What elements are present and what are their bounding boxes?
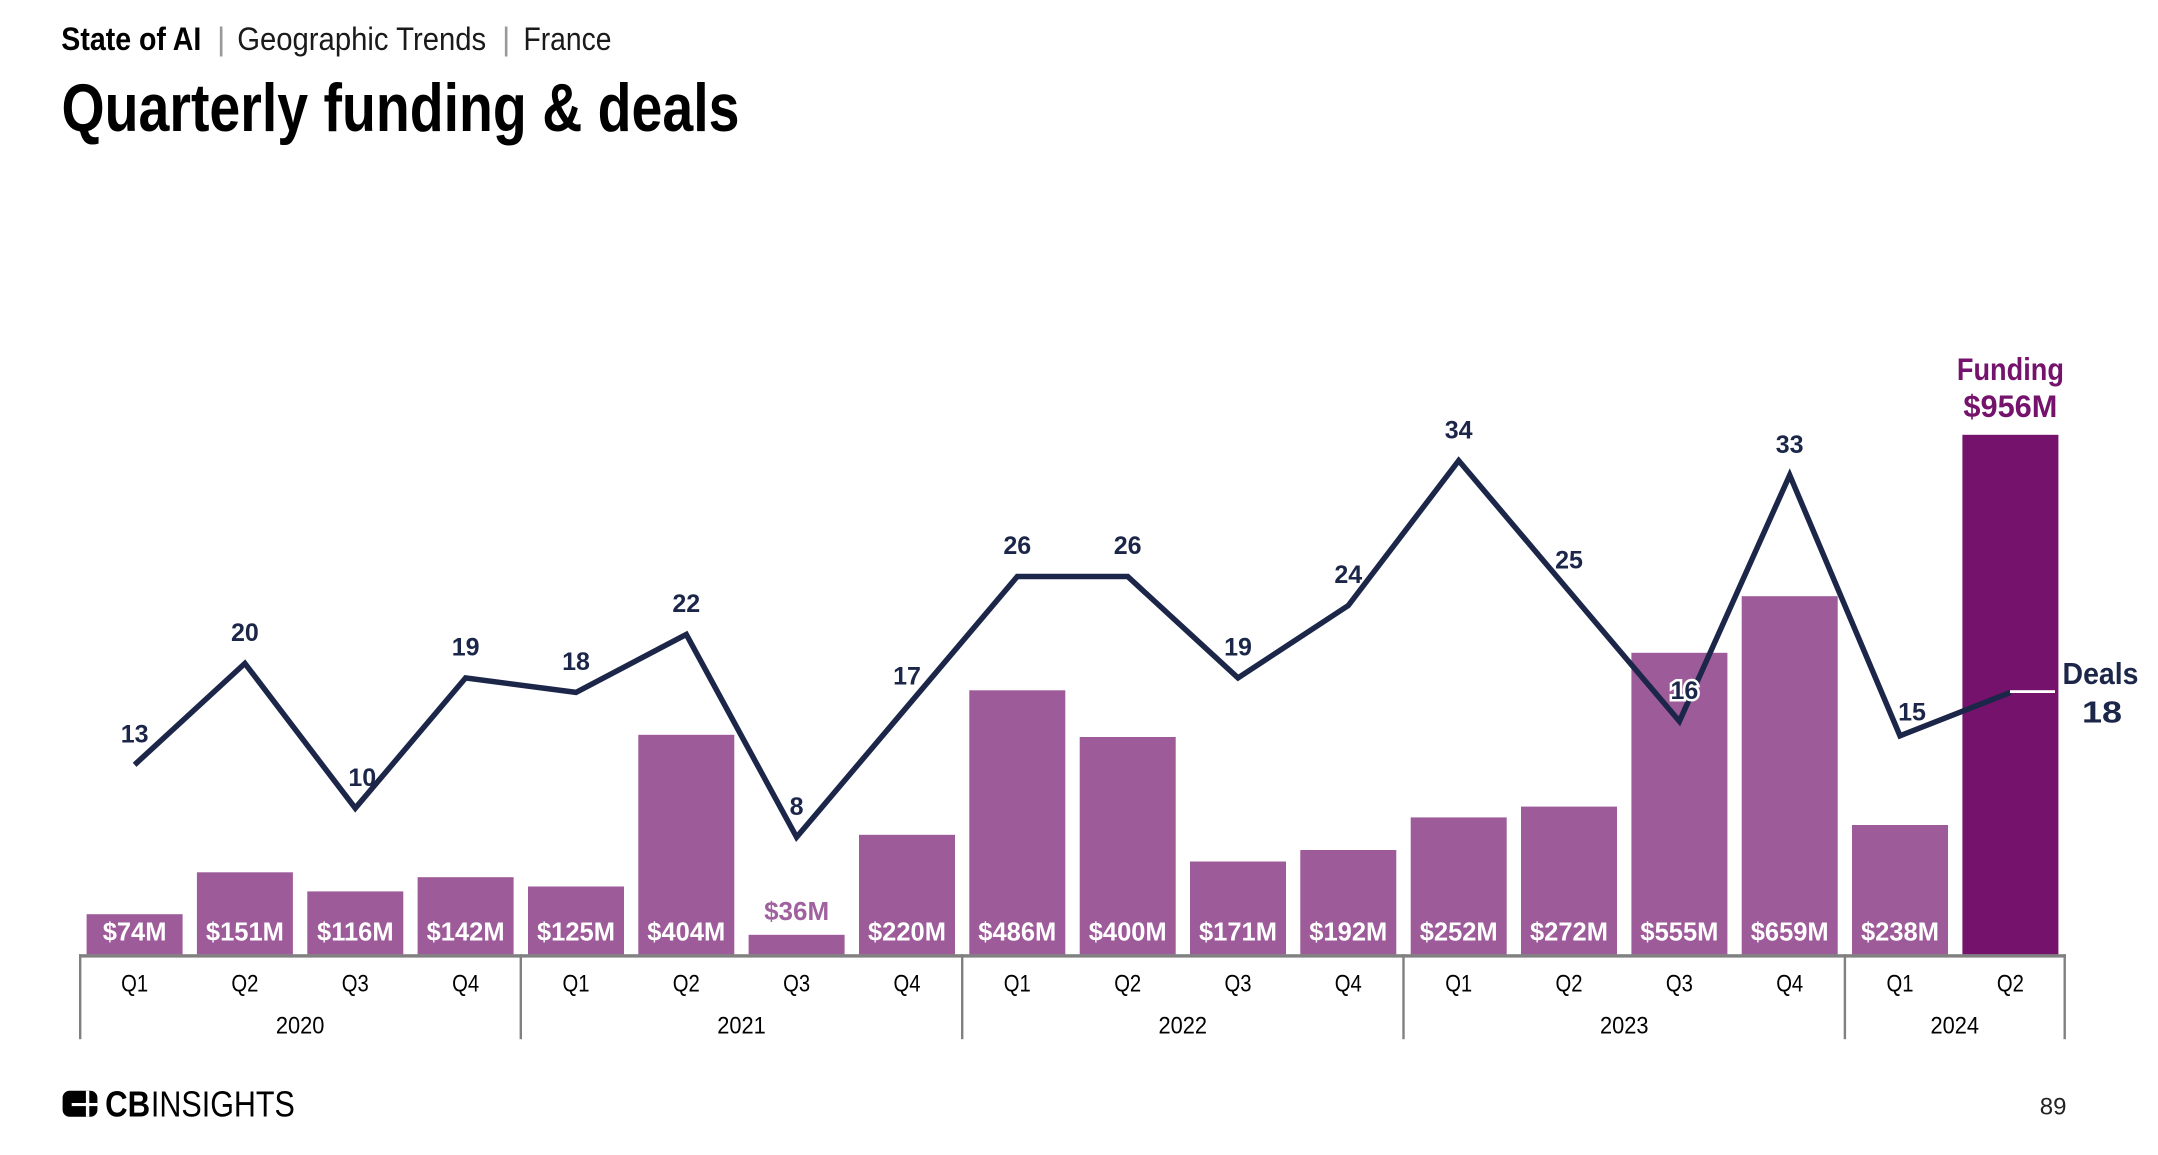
- svg-text:Q2: Q2: [1997, 971, 2024, 998]
- svg-text:Q2: Q2: [231, 971, 258, 998]
- svg-text:Deals: Deals: [2063, 656, 2139, 691]
- svg-text:Q1: Q1: [1004, 971, 1031, 998]
- svg-text:$238M: $238M: [1861, 918, 1939, 946]
- svg-text:34: 34: [1445, 416, 1473, 444]
- svg-text:Q1: Q1: [121, 971, 148, 998]
- svg-text:|: |: [502, 21, 510, 57]
- svg-text:Q2: Q2: [1114, 971, 1141, 998]
- svg-text:$659M: $659M: [1751, 918, 1829, 946]
- svg-text:33: 33: [1776, 431, 1804, 459]
- svg-text:France: France: [524, 21, 612, 57]
- svg-text:Q2: Q2: [673, 971, 700, 998]
- svg-text:17: 17: [893, 663, 921, 691]
- svg-text:|: |: [217, 21, 225, 57]
- svg-text:13: 13: [121, 721, 149, 749]
- svg-text:2021: 2021: [717, 1013, 766, 1040]
- svg-text:$252M: $252M: [1420, 918, 1498, 946]
- svg-text:$220M: $220M: [868, 918, 946, 946]
- svg-text:$486M: $486M: [978, 918, 1056, 946]
- svg-text:19: 19: [1224, 634, 1252, 662]
- svg-text:Q1: Q1: [563, 971, 590, 998]
- svg-text:$151M: $151M: [206, 918, 284, 946]
- svg-text:$36M: $36M: [764, 896, 829, 926]
- svg-text:24: 24: [1334, 561, 1362, 589]
- svg-text:19: 19: [452, 634, 480, 662]
- svg-text:25: 25: [1555, 547, 1583, 575]
- svg-text:Q4: Q4: [1335, 971, 1362, 998]
- svg-text:$74M: $74M: [103, 918, 167, 946]
- svg-text:10: 10: [348, 764, 376, 792]
- svg-text:$400M: $400M: [1089, 918, 1167, 946]
- svg-text:18: 18: [2082, 694, 2122, 729]
- svg-text:Q4: Q4: [1776, 971, 1803, 998]
- svg-text:Quarterly funding & deals: Quarterly funding & deals: [62, 70, 740, 146]
- svg-text:Q3: Q3: [1225, 971, 1252, 998]
- svg-text:26: 26: [1003, 532, 1031, 560]
- svg-text:16: 16: [1670, 677, 1698, 705]
- svg-text:Q4: Q4: [894, 971, 921, 998]
- svg-text:$555M: $555M: [1640, 918, 1718, 946]
- svg-text:$171M: $171M: [1199, 918, 1277, 946]
- svg-text:Q2: Q2: [1556, 971, 1583, 998]
- svg-text:Q3: Q3: [1666, 971, 1693, 998]
- svg-text:INSIGHTS: INSIGHTS: [151, 1083, 295, 1124]
- svg-text:15: 15: [1898, 698, 1926, 726]
- svg-text:$116M: $116M: [317, 918, 394, 946]
- svg-text:$142M: $142M: [427, 918, 505, 946]
- svg-text:$192M: $192M: [1309, 918, 1387, 946]
- svg-text:89: 89: [2040, 1093, 2067, 1120]
- svg-text:Q1: Q1: [1445, 971, 1472, 998]
- svg-text:Q3: Q3: [783, 971, 810, 998]
- svg-text:2020: 2020: [276, 1013, 325, 1040]
- svg-text:26: 26: [1114, 532, 1142, 560]
- svg-text:Q4: Q4: [452, 971, 479, 998]
- svg-text:$272M: $272M: [1530, 918, 1608, 946]
- svg-text:$956M: $956M: [1963, 388, 2057, 424]
- svg-text:2022: 2022: [1159, 1013, 1208, 1040]
- svg-text:2023: 2023: [1600, 1013, 1649, 1040]
- svg-text:22: 22: [672, 590, 700, 618]
- svg-text:Geographic Trends: Geographic Trends: [237, 21, 486, 57]
- svg-text:18: 18: [562, 648, 590, 676]
- svg-text:$404M: $404M: [647, 918, 725, 946]
- svg-text:Q1: Q1: [1887, 971, 1914, 998]
- svg-text:2024: 2024: [1930, 1013, 1979, 1040]
- svg-text:Q3: Q3: [342, 971, 369, 998]
- svg-text:State of AI: State of AI: [61, 21, 201, 57]
- svg-text:20: 20: [231, 619, 259, 647]
- svg-text:8: 8: [790, 793, 804, 821]
- svg-text:Funding: Funding: [1957, 351, 2064, 387]
- svg-text:$125M: $125M: [537, 918, 615, 946]
- svg-text:CB: CB: [105, 1083, 150, 1124]
